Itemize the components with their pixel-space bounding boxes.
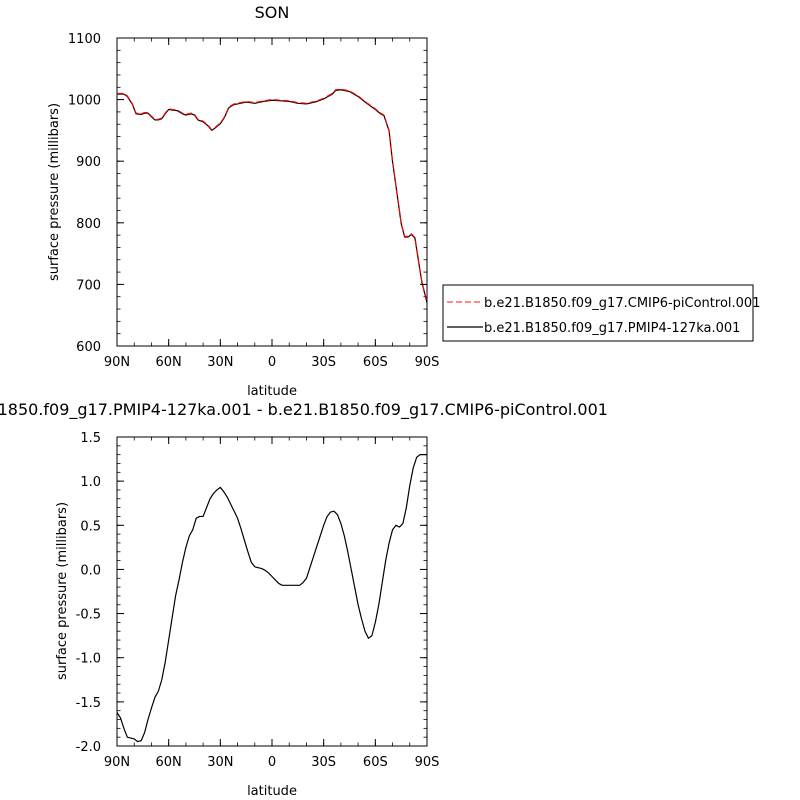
bottom-xtick-label: 90S [415,755,440,770]
bottom-ytick-label: -0.5 [76,608,101,623]
top-ytick-label: 600 [76,340,101,355]
top-panel: SON 90N 60N 30N 0 30S 60S 90S 600 700 800 900 1000 1… [47,3,439,399]
top-ytick-label: 1100 [68,32,101,47]
bottom-ytick-label: 0.0 [80,563,101,578]
bottom-xtick-label: 60S [363,755,388,770]
top-series-line-1 [117,89,428,304]
bottom-panel-plot: 90N 60N 30N 0 30S 60S 90S -2.0 -1.5 -1.0 -0.5 0.0 0.… [76,431,440,770]
bottom-xtick-label: 90N [104,755,130,770]
top-xtick-label: 90S [415,355,440,370]
bottom-xtick-label: 30N [207,755,233,770]
top-ytick-label: 1000 [68,94,101,109]
bottom-ytick-label: 0.5 [80,519,101,534]
top-series-line-0 [117,88,428,303]
bottom-ytick-label: 1.0 [80,475,101,490]
top-panel-xlabel: latitude [247,384,297,399]
bottom-ytick-label: 1.5 [80,431,101,446]
bottom-ytick-label: -1.5 [76,696,101,711]
top-frame [116,37,428,347]
top-ytick-label: 800 [76,217,101,232]
bottom-xtick-label: 0 [268,755,276,770]
legend-label-127ka: b.e21.B1850.f09_g17.PMIP4-127ka.001 [484,321,740,336]
top-ytick-label: 700 [76,278,101,293]
bottom-series-line-0 [116,454,427,743]
top-panel-plot: 90N 60N 30N 0 30S 60S 90S 600 700 800 900 1000 1100 [68,32,439,370]
top-xtick-label: 60N [156,355,182,370]
top-xtick-label: 0 [268,355,276,370]
bottom-xtick-label: 60N [156,755,182,770]
top-xtick-label: 60S [363,355,388,370]
bottom-panel-title: b.e21.B1850.f09_g17.PMIP4-127ka.001 - b.… [0,400,608,420]
legend-label-piControl: b.e21.B1850.f09_g17.CMIP6-piControl.001 [484,296,760,311]
legend: b.e21.B1850.f09_g17.CMIP6-piControl.001 … [442,284,760,342]
top-xtick-label: 30N [207,355,233,370]
bottom-panel: b.e21.B1850.f09_g17.PMIP4-127ka.001 - b.… [0,400,608,799]
top-panel-ylabel: surface pressure (millibars) [47,103,62,281]
top-xtick-label: 30S [311,355,336,370]
bottom-panel-ylabel: surface pressure (millibars) [55,502,70,680]
bottom-xtick-label: 30S [311,755,336,770]
top-xtick-label: 90N [104,355,130,370]
bottom-panel-xlabel: latitude [247,784,297,799]
legend-box [442,284,754,342]
bottom-ytick-label: -2.0 [76,740,101,755]
top-panel-title: SON [255,3,290,22]
top-ytick-label: 900 [76,155,101,170]
bottom-ytick-label: -1.0 [76,652,101,667]
